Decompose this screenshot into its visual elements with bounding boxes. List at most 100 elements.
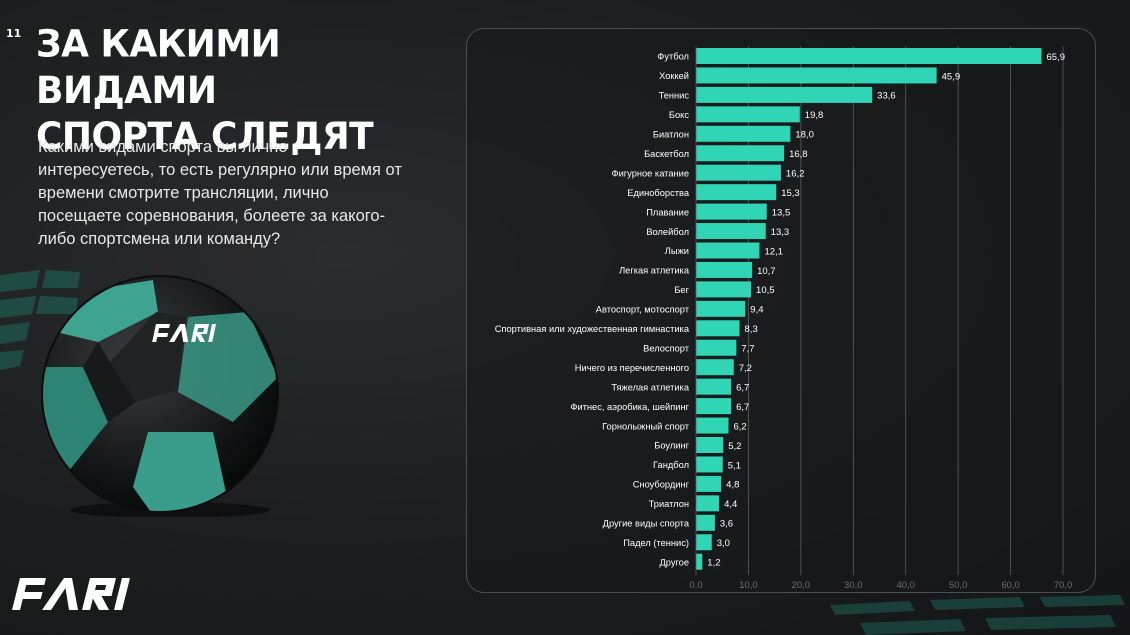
value-label: 4,4 [724,499,737,510]
category-label: Биатлон [653,130,689,140]
title-line-1: ЗА КАКИМИ ВИДАМИ [36,23,281,113]
value-label: 3,6 [720,519,733,530]
bar [696,86,873,103]
bar [696,475,722,492]
category-label: Сноубординг [633,480,690,490]
value-label: 13,5 [772,207,791,218]
category-label: Велоспорт [643,343,690,353]
bar [696,164,781,181]
x-tick-label: 50,0 [949,580,968,591]
bar [696,300,746,317]
decorative-floor-stripes [830,595,1125,635]
bar [696,417,729,434]
category-label: Ничего из перечисленного [575,363,689,373]
bar [696,261,753,278]
value-label: 3,0 [717,538,730,549]
value-label: 9,4 [750,305,763,316]
category-label: Баскетбол [644,149,689,159]
value-label: 5,2 [728,441,741,452]
bar [696,495,720,512]
bar [696,106,800,123]
value-label: 10,7 [757,266,776,277]
value-label: 8,3 [745,324,758,335]
value-label: 16,8 [789,149,808,160]
bar [696,145,785,162]
x-tick-label: 60,0 [1001,580,1020,591]
bar [696,184,777,201]
pari-logo [12,578,130,610]
value-label: 33,6 [877,91,896,102]
category-label: Фигурное катание [612,168,690,178]
bar [696,534,712,551]
survey-question: Какими видами спорта вы лично интересует… [38,138,402,248]
bar [696,339,737,356]
category-label: Другое [659,557,689,567]
bar [696,398,732,415]
category-label: Легкая атлетика [619,266,690,276]
x-tick-label: 0,0 [689,580,702,591]
bar [696,456,723,473]
bar [696,514,715,531]
bar [696,242,760,259]
bar [696,281,752,298]
bar [696,378,732,395]
value-label: 6,2 [734,421,747,432]
category-label: Теннис [659,91,690,101]
bar [696,48,1042,64]
category-label: Бокс [669,110,689,120]
category-label: Гандбол [653,460,689,470]
bar-chart: Футбол 65,9 Хоккей 45,9 Теннис 33,6 Бокс 19,8 Би… [495,46,1073,591]
page-number: 11 [6,27,22,40]
category-label: Другие виды спорта [603,519,690,529]
soccer-ball-image [41,275,279,517]
category-label: Фитнес, аэробика, шейпинг [570,402,689,412]
value-label: 19,8 [805,110,824,121]
bar [696,320,740,337]
category-label: Плавание [646,207,689,217]
page-title: ЗА КАКИМИ ВИДАМИ СПОРТА СЛЕДЯТ [36,22,436,161]
x-tick-label: 20,0 [792,580,811,591]
x-tick-label: 40,0 [896,580,915,591]
value-label: 12,1 [764,246,783,257]
value-label: 7,7 [741,344,754,355]
value-label: 4,8 [726,480,739,491]
category-label: Волейбол [646,227,689,237]
value-label: 18,0 [795,130,814,141]
value-label: 13,3 [771,227,790,238]
category-label: Футбол [657,52,689,62]
title-line-2: СПОРТА СЛЕДЯТ [36,115,374,159]
category-label: Бег [674,285,689,295]
value-label: 65,9 [1047,52,1066,63]
value-label: 45,9 [942,71,961,82]
value-label: 5,1 [728,460,741,471]
category-label: Единоборства [627,188,690,198]
x-tick-label: 30,0 [844,580,863,591]
x-tick-label: 70,0 [1054,580,1073,591]
value-label: 10,5 [756,285,775,296]
category-label: Тяжелая атлетика [611,382,690,392]
bar [696,67,937,84]
category-label: Автоспорт, мотоспорт [596,305,690,315]
value-label: 6,7 [736,382,749,393]
value-label: 1,2 [707,558,720,569]
category-label: Спортивная или художественная гимнастика [495,324,690,334]
bar [696,437,724,453]
value-label: 6,7 [736,402,749,413]
category-label: Триатлон [649,499,689,509]
bar [696,359,734,376]
category-label: Лыжи [665,246,689,256]
bar [696,203,767,220]
chart-panel: Футбол 65,9 Хоккей 45,9 Теннис 33,6 Бокс 19,8 Би… [466,28,1096,593]
category-label: Хоккей [659,71,689,81]
decorative-stripes [0,270,80,370]
category-label: Горнолыжный спорт [602,421,690,431]
bar [696,223,766,240]
x-tick-label: 10,0 [739,580,758,591]
value-label: 16,2 [786,169,805,180]
category-label: Падел (теннис) [623,538,689,548]
value-label: 7,2 [739,363,752,374]
value-label: 15,3 [781,188,800,199]
bar [696,125,791,142]
bar [696,553,703,570]
category-label: Боулинг [654,441,689,451]
